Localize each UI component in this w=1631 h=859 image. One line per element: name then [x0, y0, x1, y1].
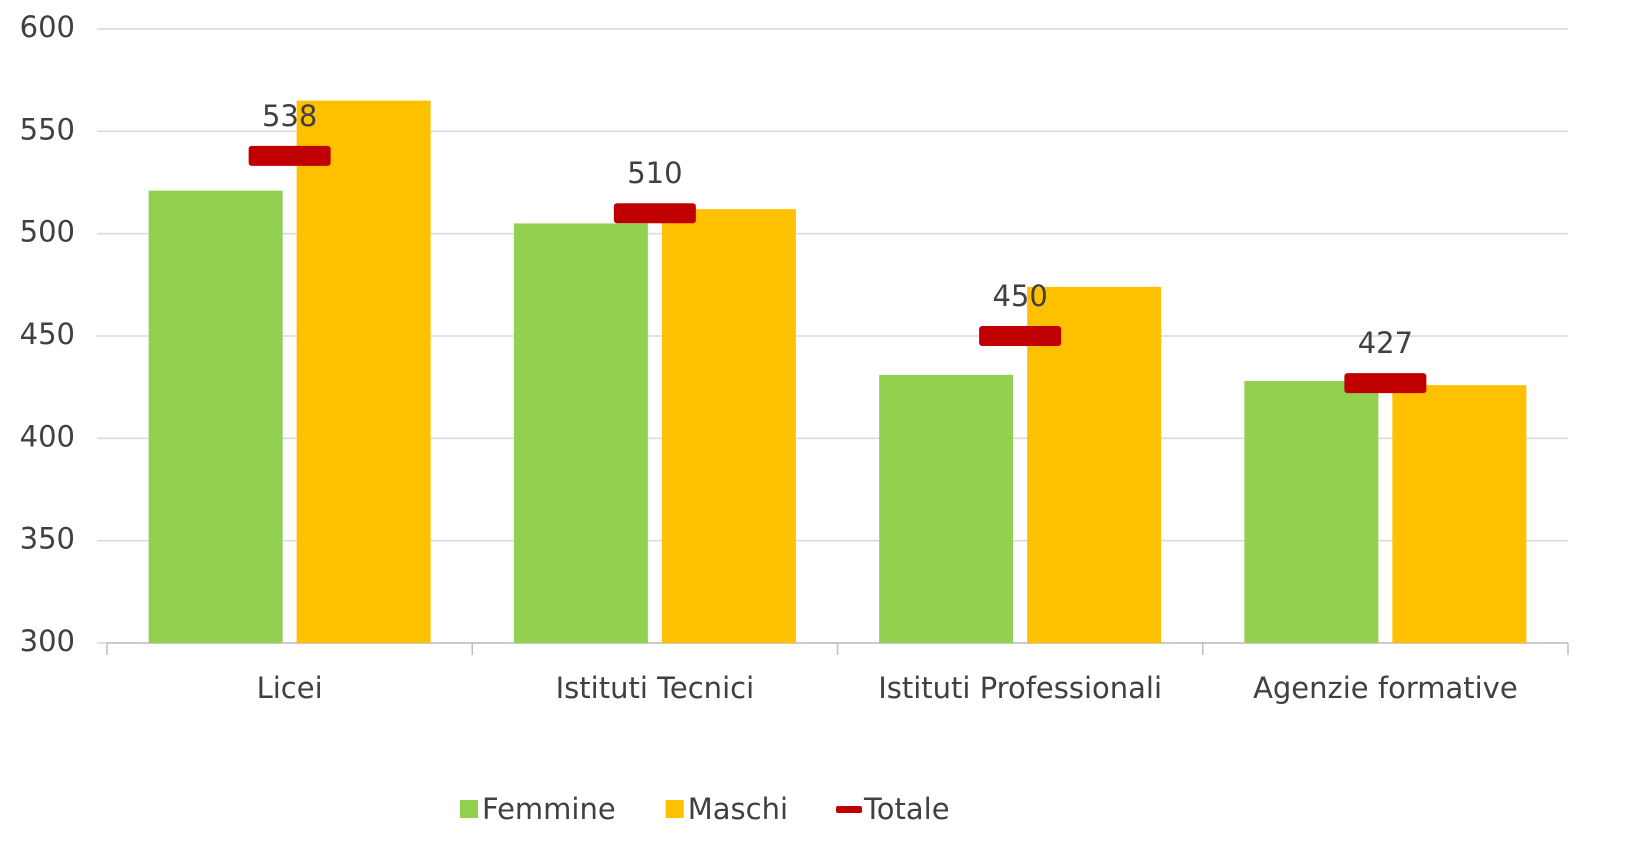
bar — [1392, 385, 1527, 643]
bar — [296, 100, 431, 644]
y-tick-label: 550 — [20, 112, 75, 146]
legend-label: Totale — [863, 792, 950, 826]
data-label: 450 — [992, 279, 1047, 313]
legend-label: Femmine — [482, 792, 616, 826]
y-tick-label: 350 — [20, 522, 75, 556]
data-label: 427 — [1358, 326, 1413, 360]
x-tick-label: Licei — [257, 671, 323, 705]
data-label: 538 — [262, 99, 317, 133]
legend-swatch — [460, 800, 478, 818]
total-marker — [1344, 373, 1427, 394]
legend-swatch — [836, 806, 863, 813]
x-tick-label: Istituti Tecnici — [556, 671, 755, 705]
data-label: 510 — [627, 156, 682, 190]
total-marker — [613, 203, 696, 224]
x-tick-label: Agenzie formative — [1253, 671, 1518, 705]
total-marker — [248, 145, 331, 166]
bar — [1244, 381, 1379, 643]
legend-swatch — [665, 800, 684, 818]
x-tick-label: Istituti Professionali — [878, 671, 1162, 705]
y-tick-label: 500 — [20, 215, 75, 249]
y-tick-label: 600 — [20, 10, 75, 44]
bar — [661, 209, 796, 643]
y-tick-label: 400 — [20, 419, 75, 453]
bar — [1027, 286, 1162, 643]
bar — [879, 374, 1014, 643]
total-marker — [979, 326, 1062, 346]
legend-label: Maschi — [688, 792, 788, 826]
y-tick-label: 450 — [20, 317, 75, 351]
y-tick-label: 300 — [20, 624, 75, 658]
bar — [148, 190, 283, 644]
bar — [513, 223, 648, 643]
